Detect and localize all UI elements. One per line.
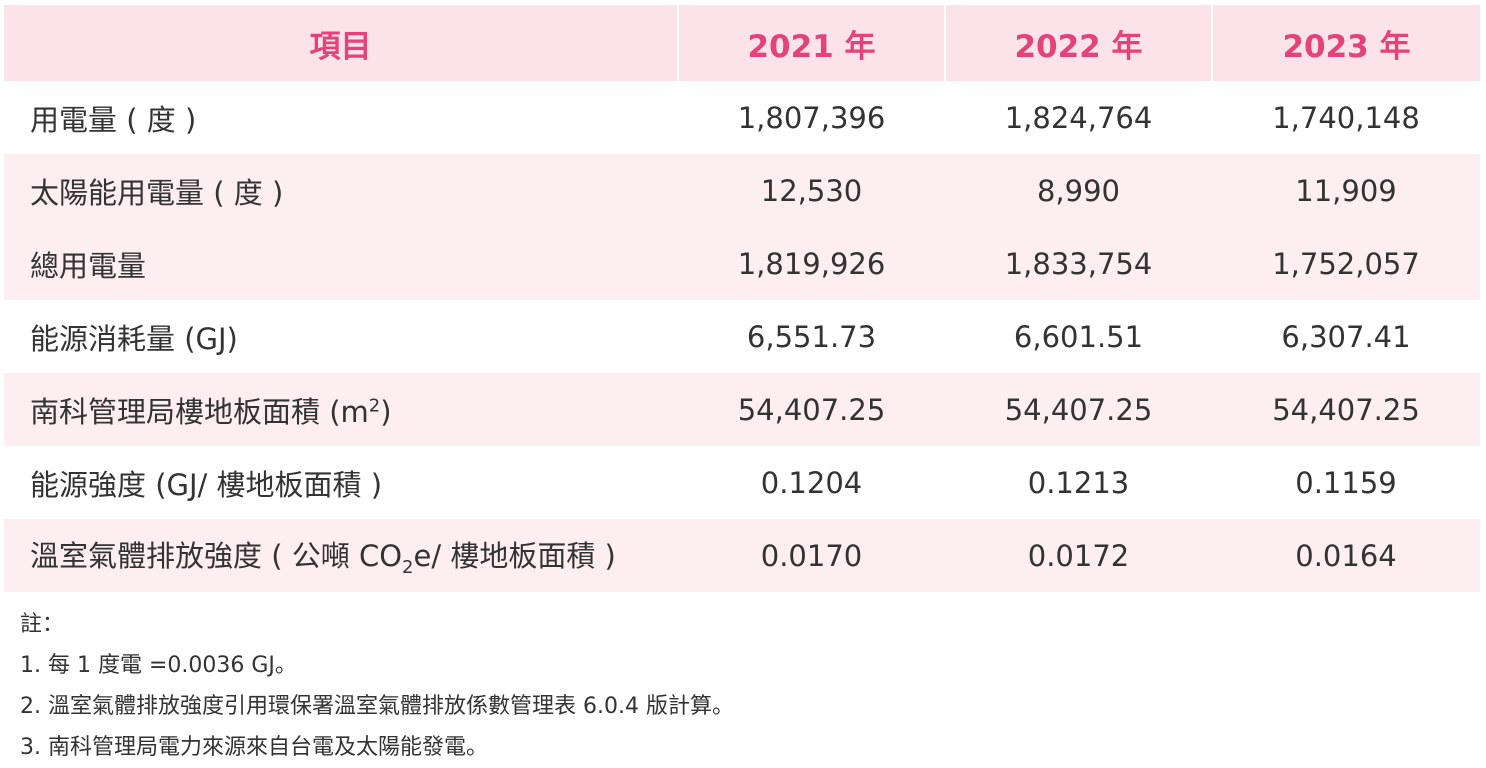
header-2021: 2021 年 <box>678 5 946 81</box>
notes-title: 註： <box>20 612 65 637</box>
cell-2021: 6,551.73 <box>678 300 945 373</box>
cell-2023: 1,740,148 <box>1212 81 1480 154</box>
row-label: 能源強度 (GJ/ 樓地板面積 ) <box>4 446 678 519</box>
cell-2023: 6,307.41 <box>1212 300 1480 373</box>
row-label: 太陽能用電量 ( 度 ) <box>4 154 678 227</box>
table-body: 用電量 ( 度 ) 1,807,396 1,824,764 1,740,148 … <box>4 81 1480 592</box>
note-item: 3. 南科管理局電力來源來自台電及太陽能發電。 <box>20 735 488 760</box>
cell-2022: 1,824,764 <box>945 81 1212 154</box>
table-row-floor-area: 南科管理局樓地板面積 (m2) 54,407.25 54,407.25 54,4… <box>4 373 1480 446</box>
row-label-prefix: 南科管理局樓地板面積 (m <box>30 394 369 429</box>
table-row-electricity: 用電量 ( 度 ) 1,807,396 1,824,764 1,740,148 <box>4 81 1480 154</box>
row-label-suffix: e/ 樓地板面積 ) <box>413 539 616 574</box>
cell-2021: 0.0170 <box>678 519 945 592</box>
row-label-prefix: 溫室氣體排放強度 ( 公噸 CO <box>30 539 403 574</box>
table-header: 項目 2021 年 2022 年 2023 年 <box>4 5 1480 81</box>
row-label: 用電量 ( 度 ) <box>4 81 678 154</box>
row-label-sub: 2 <box>402 556 414 578</box>
cell-2021: 12,530 <box>678 154 945 227</box>
cell-2023: 11,909 <box>1212 154 1480 227</box>
header-row: 項目 2021 年 2022 年 2023 年 <box>4 5 1480 81</box>
table-row-energy-intensity: 能源強度 (GJ/ 樓地板面積 ) 0.1204 0.1213 0.1159 <box>4 446 1480 519</box>
cell-2022: 0.0172 <box>945 519 1212 592</box>
cell-2021: 1,807,396 <box>678 81 945 154</box>
cell-2022: 6,601.51 <box>945 300 1212 373</box>
cell-2023: 0.1159 <box>1212 446 1480 519</box>
cell-2022: 1,833,754 <box>945 227 1212 300</box>
cell-2021: 1,819,926 <box>678 227 945 300</box>
cell-2021: 0.1204 <box>678 446 945 519</box>
energy-table: 項目 2021 年 2022 年 2023 年 用電量 ( 度 ) 1,807,… <box>4 5 1480 592</box>
table-row-energy-consumption: 能源消耗量 (GJ) 6,551.73 6,601.51 6,307.41 <box>4 300 1480 373</box>
table-row-total-electricity: 總用電量 1,819,926 1,833,754 1,752,057 <box>4 227 1480 300</box>
row-label-suffix: ) <box>380 394 392 429</box>
table-row-ghg-intensity: 溫室氣體排放強度 ( 公噸 CO2e/ 樓地板面積 ) 0.0170 0.017… <box>4 519 1480 592</box>
row-label: 能源消耗量 (GJ) <box>4 300 678 373</box>
cell-2021: 54,407.25 <box>678 373 945 446</box>
cell-2022: 8,990 <box>945 154 1212 227</box>
cell-2023: 0.0164 <box>1212 519 1480 592</box>
row-label: 總用電量 <box>4 227 678 300</box>
note-item: 1. 每 1 度電 =0.0036 GJ。 <box>20 653 297 678</box>
header-2023: 2023 年 <box>1212 5 1480 81</box>
row-label: 溫室氣體排放強度 ( 公噸 CO2e/ 樓地板面積 ) <box>4 519 678 592</box>
note-item: 2. 溫室氣體排放強度引用環保署溫室氣體排放係數管理表 6.0.4 版計算。 <box>20 694 734 719</box>
notes-section: 註： 1. 每 1 度電 =0.0036 GJ。 2. 溫室氣體排放強度引用環保… <box>20 604 734 768</box>
table-row-solar: 太陽能用電量 ( 度 ) 12,530 8,990 11,909 <box>4 154 1480 227</box>
cell-2022: 0.1213 <box>945 446 1212 519</box>
row-label: 南科管理局樓地板面積 (m2) <box>4 373 678 446</box>
cell-2023: 54,407.25 <box>1212 373 1480 446</box>
header-2022: 2022 年 <box>945 5 1213 81</box>
row-label-sup: 2 <box>368 394 381 416</box>
cell-2022: 54,407.25 <box>945 373 1212 446</box>
header-item: 項目 <box>4 5 679 81</box>
cell-2023: 1,752,057 <box>1212 227 1480 300</box>
